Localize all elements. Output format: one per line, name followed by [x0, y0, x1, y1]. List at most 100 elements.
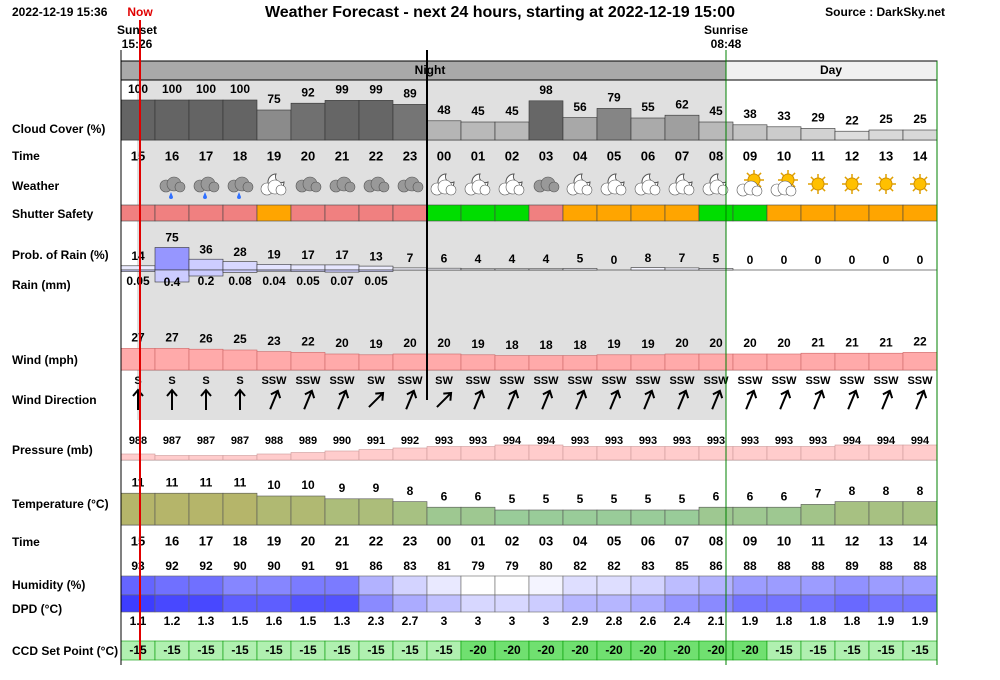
hour: 21	[335, 148, 349, 163]
humidity-cell	[222, 575, 258, 596]
weather-icon	[397, 176, 424, 193]
cloud-value: 98	[539, 83, 553, 97]
wind-bar	[256, 351, 292, 371]
weather-icon	[295, 176, 322, 193]
pressure-bar	[188, 455, 224, 461]
cloud-icon-part	[513, 184, 525, 196]
pressure-value: 993	[639, 435, 657, 447]
hour: 15	[131, 533, 145, 548]
wind-arrow	[507, 389, 520, 410]
weather-icon	[736, 170, 764, 197]
row-label: Wind Direction	[12, 393, 97, 407]
wind-value: 25	[233, 332, 247, 346]
cloud-value: 45	[505, 104, 519, 118]
pressure-bar	[120, 453, 156, 461]
ccd-value: -20	[673, 643, 691, 657]
ccd-value: -15	[877, 643, 895, 657]
rain-prob-value: 14	[131, 249, 145, 263]
rain-prob-bar	[324, 264, 360, 271]
rain-prob-value: 0	[849, 253, 856, 267]
dpd-value: 1.1	[130, 614, 147, 628]
humidity-cell	[256, 575, 292, 596]
temp-value: 10	[301, 478, 315, 492]
humidity-cell-low	[664, 594, 700, 613]
sun-ray	[844, 187, 849, 192]
wind-arrow	[405, 389, 418, 410]
sunrise-label: Sunrise	[704, 23, 748, 37]
rain-bar	[290, 269, 326, 272]
temp-value: 8	[407, 484, 414, 498]
pressure-value: 994	[877, 435, 896, 447]
weather-icon	[260, 173, 287, 196]
weather-icon	[808, 174, 828, 194]
hour: 16	[165, 533, 179, 548]
cloud-icon-part	[615, 184, 627, 196]
row-label: Prob. of Rain (%)	[12, 248, 109, 262]
shutter-cell	[426, 204, 462, 222]
shutter-cell	[664, 204, 700, 222]
humidity-cell-low	[596, 594, 632, 613]
ccd-value: -15	[775, 643, 793, 657]
wind-bar	[188, 348, 224, 371]
pressure-value: 987	[231, 435, 249, 447]
sun	[845, 177, 859, 191]
humidity-cell-low	[426, 594, 462, 613]
humidity-cell-low	[834, 594, 870, 613]
cloud-bar	[868, 129, 904, 141]
ccd-value: -15	[401, 643, 419, 657]
shutter-cell	[698, 204, 734, 222]
wind-bar	[562, 355, 598, 371]
humidity-cell-low	[732, 594, 768, 613]
hour: 06	[641, 533, 655, 548]
weather-icon	[430, 173, 457, 196]
wind-bar	[460, 354, 496, 371]
cloud-icon-part	[275, 184, 287, 196]
temp-value: 6	[475, 489, 482, 503]
cloud-value: 33	[777, 109, 791, 123]
dpd-value: 2.3	[368, 614, 385, 628]
temp-value: 5	[543, 492, 550, 506]
wind-direction: SSW	[703, 375, 729, 387]
hour: 21	[335, 533, 349, 548]
rain-prob-value: 36	[199, 242, 213, 256]
shutter-cell	[154, 204, 190, 222]
humidity-cell	[562, 575, 598, 596]
night-label: Night	[415, 63, 446, 77]
hour: 00	[437, 533, 451, 548]
cloud-value: 75	[267, 92, 281, 106]
temp-bar	[766, 506, 802, 526]
wind-direction: SSW	[839, 375, 865, 387]
temp-bar	[630, 509, 666, 526]
wind-value: 22	[301, 335, 315, 349]
sun-ray	[855, 176, 860, 181]
cloud-bar	[222, 99, 258, 141]
ccd-value: -20	[605, 643, 623, 657]
shutter-cell	[494, 204, 530, 222]
pressure-value: 994	[537, 435, 556, 447]
pressure-value: 994	[503, 435, 522, 447]
pressure-bar	[256, 453, 292, 461]
cloud-bar	[324, 100, 360, 141]
cloud-value: 89	[403, 87, 417, 101]
rain-prob-value: 17	[301, 248, 315, 262]
wind-value: 20	[335, 336, 349, 350]
hour: 03	[539, 148, 553, 163]
humidity-cell	[290, 575, 326, 596]
wind-value: 23	[267, 334, 281, 348]
wind-value: 20	[675, 336, 689, 350]
humidity-value: 83	[641, 559, 655, 573]
rain-value: 0.05	[296, 274, 320, 288]
wind-arrow	[303, 389, 316, 410]
rain-bar	[256, 269, 292, 272]
wind-arrow	[234, 388, 246, 410]
shutter-cell	[562, 204, 598, 222]
hour: 00	[437, 148, 451, 163]
rain-value: 0.05	[126, 274, 150, 288]
temp-value: 6	[747, 489, 754, 503]
wind-direction: SW	[435, 375, 453, 387]
cloud-bar	[834, 130, 870, 141]
wind-arrow	[643, 389, 656, 410]
weather-icon	[600, 173, 627, 196]
weather-icon	[634, 173, 661, 196]
ccd-value: -15	[129, 643, 147, 657]
